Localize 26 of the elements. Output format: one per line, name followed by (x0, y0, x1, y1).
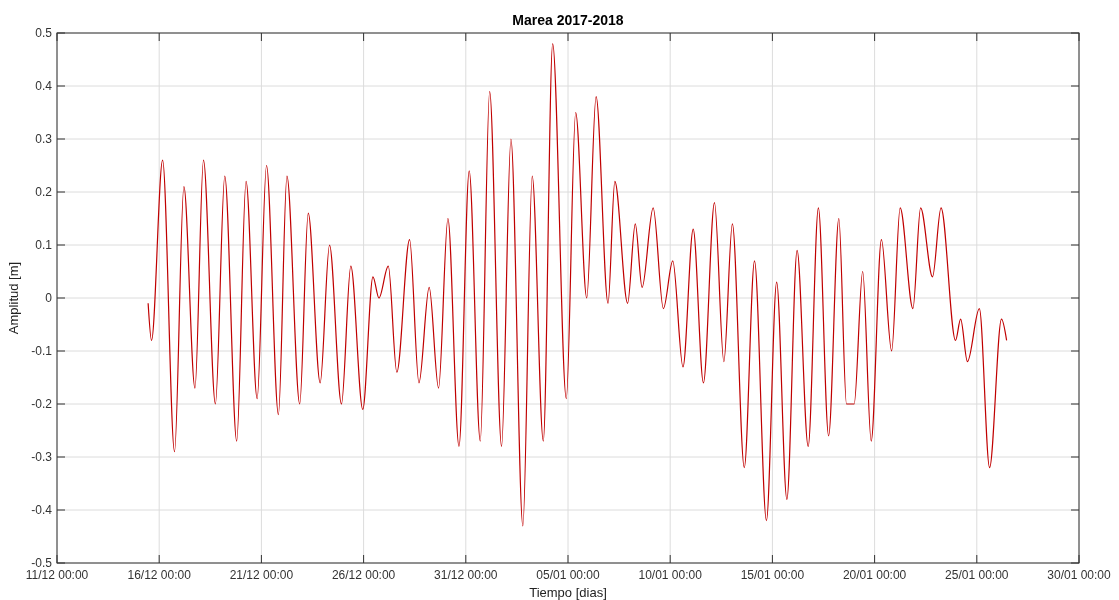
y-tick-label: 0.3 (35, 132, 53, 146)
y-tick-label: -0.5 (31, 556, 53, 570)
chart-title: Marea 2017-2018 (512, 12, 624, 28)
y-tick-label: 0.5 (35, 26, 53, 40)
y-tick-label: -0.1 (31, 344, 53, 358)
y-tick-label: -0.4 (31, 503, 53, 517)
y-tick-label: 0.1 (35, 238, 53, 252)
x-tick-label: 30/01 00:00 (1047, 568, 1112, 582)
x-tick-label: 11/12 00:00 (25, 568, 89, 582)
x-tick-label: 05/01 00:00 (536, 568, 601, 582)
x-tick-label: 20/01 00:00 (842, 568, 907, 582)
x-tick-label: 26/12 00:00 (331, 568, 396, 582)
y-tick-label: -0.3 (31, 450, 53, 464)
x-tick-label: 10/01 00:00 (638, 568, 703, 582)
y-tick-label: -0.2 (31, 397, 53, 411)
line-series (147, 43, 1008, 527)
y-axis-title: Amplitud [m] (6, 261, 21, 335)
y-tick-label: 0 (45, 291, 53, 305)
x-tick-label: 21/12 00:00 (229, 568, 294, 582)
y-tick-label: 0.4 (35, 79, 53, 93)
x-tick-label: 15/01 00:00 (740, 568, 805, 582)
x-axis-title: Tiempo [dias] (529, 585, 607, 600)
y-tick-label: 0.2 (35, 185, 53, 199)
x-tick-label: 16/12 00:00 (127, 568, 192, 582)
x-tick-label: 31/12 00:00 (434, 568, 498, 582)
x-tick-label: 25/01 00:00 (945, 568, 1009, 582)
